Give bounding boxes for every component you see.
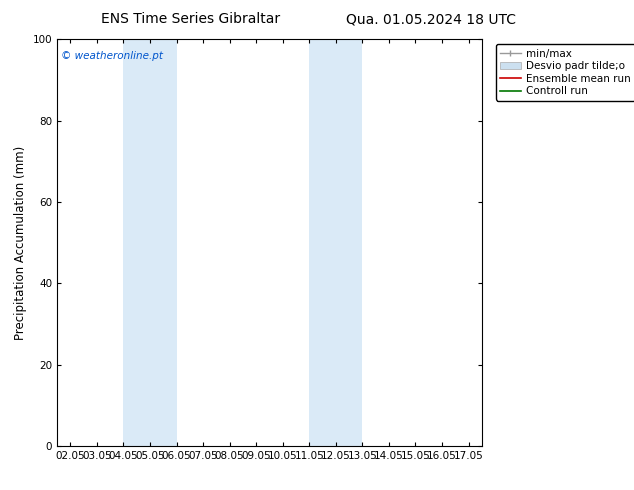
Y-axis label: Precipitation Accumulation (mm): Precipitation Accumulation (mm) — [14, 146, 27, 340]
Legend: min/max, Desvio padr tilde;o, Ensemble mean run, Controll run: min/max, Desvio padr tilde;o, Ensemble m… — [496, 45, 634, 100]
Bar — [124, 39, 176, 446]
Text: © weatheronline.pt: © weatheronline.pt — [61, 51, 164, 61]
Bar — [309, 39, 363, 446]
Text: ENS Time Series Gibraltar: ENS Time Series Gibraltar — [101, 12, 280, 26]
Text: Qua. 01.05.2024 18 UTC: Qua. 01.05.2024 18 UTC — [346, 12, 516, 26]
